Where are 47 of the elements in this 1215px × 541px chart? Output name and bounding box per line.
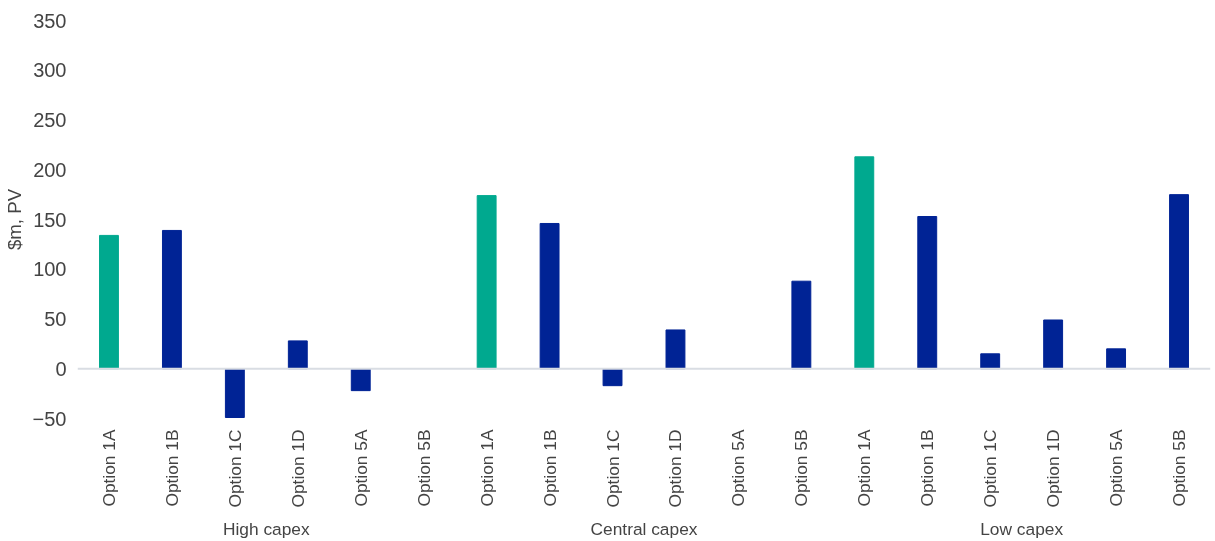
x-tick-label: Option 1D: [287, 429, 308, 508]
bar: [1169, 194, 1189, 370]
x-tick-label: Option 1B: [917, 429, 938, 507]
bar: [539, 222, 560, 370]
x-tick-label: Option 5B: [413, 429, 434, 507]
x-tick-label: Option 1C: [224, 429, 245, 508]
bar: [99, 234, 119, 370]
bar: [476, 195, 497, 370]
y-tick-label: 350: [33, 9, 67, 32]
y-tick-label: 200: [33, 158, 67, 181]
x-tick-label: Option 5A: [1106, 429, 1127, 507]
x-tick-label: Option 5B: [791, 429, 812, 507]
y-tick-label: 100: [33, 258, 67, 281]
bar: [854, 156, 875, 370]
x-tick-label: Option 5B: [1169, 429, 1190, 507]
x-tick-label: Option 1B: [539, 429, 560, 507]
bar: [161, 229, 182, 370]
y-tick-label: 300: [33, 59, 67, 82]
x-tick-label: Option 1B: [161, 429, 182, 507]
x-tick-label: Option 1C: [602, 429, 623, 508]
text: High capex: [222, 518, 311, 539]
text: Low capex: [980, 518, 1064, 539]
y-tick-label: 0: [55, 357, 67, 380]
bar: [917, 216, 938, 370]
y-tick-label: 250: [33, 109, 67, 131]
y-tick-label: 50: [44, 308, 67, 330]
text: Central capex: [590, 518, 698, 539]
y-axis-title: $m, PV: [3, 188, 25, 251]
x-tick-label: Option 1A: [476, 429, 497, 507]
bar: [791, 280, 812, 370]
bar: [1043, 319, 1064, 370]
x-tick-label: Option 5A: [728, 429, 749, 507]
bar: [665, 329, 686, 370]
x-tick-label: Option 1D: [665, 429, 686, 508]
x-tick-label: Option 5A: [350, 429, 371, 507]
y-tick-label: −50: [32, 407, 67, 430]
bar: [350, 368, 371, 392]
x-tick-label: Option 1C: [980, 429, 1001, 508]
bar: [602, 368, 623, 387]
bar: [980, 353, 1001, 370]
bar: [224, 368, 245, 419]
x-tick-label: Option 1A: [98, 429, 119, 507]
bar: [1106, 348, 1127, 370]
x-tick-label: Option 1A: [854, 429, 875, 507]
y-tick-label: 150: [33, 208, 67, 231]
bar: [287, 340, 308, 370]
x-tick-label: Option 1D: [1043, 429, 1064, 508]
